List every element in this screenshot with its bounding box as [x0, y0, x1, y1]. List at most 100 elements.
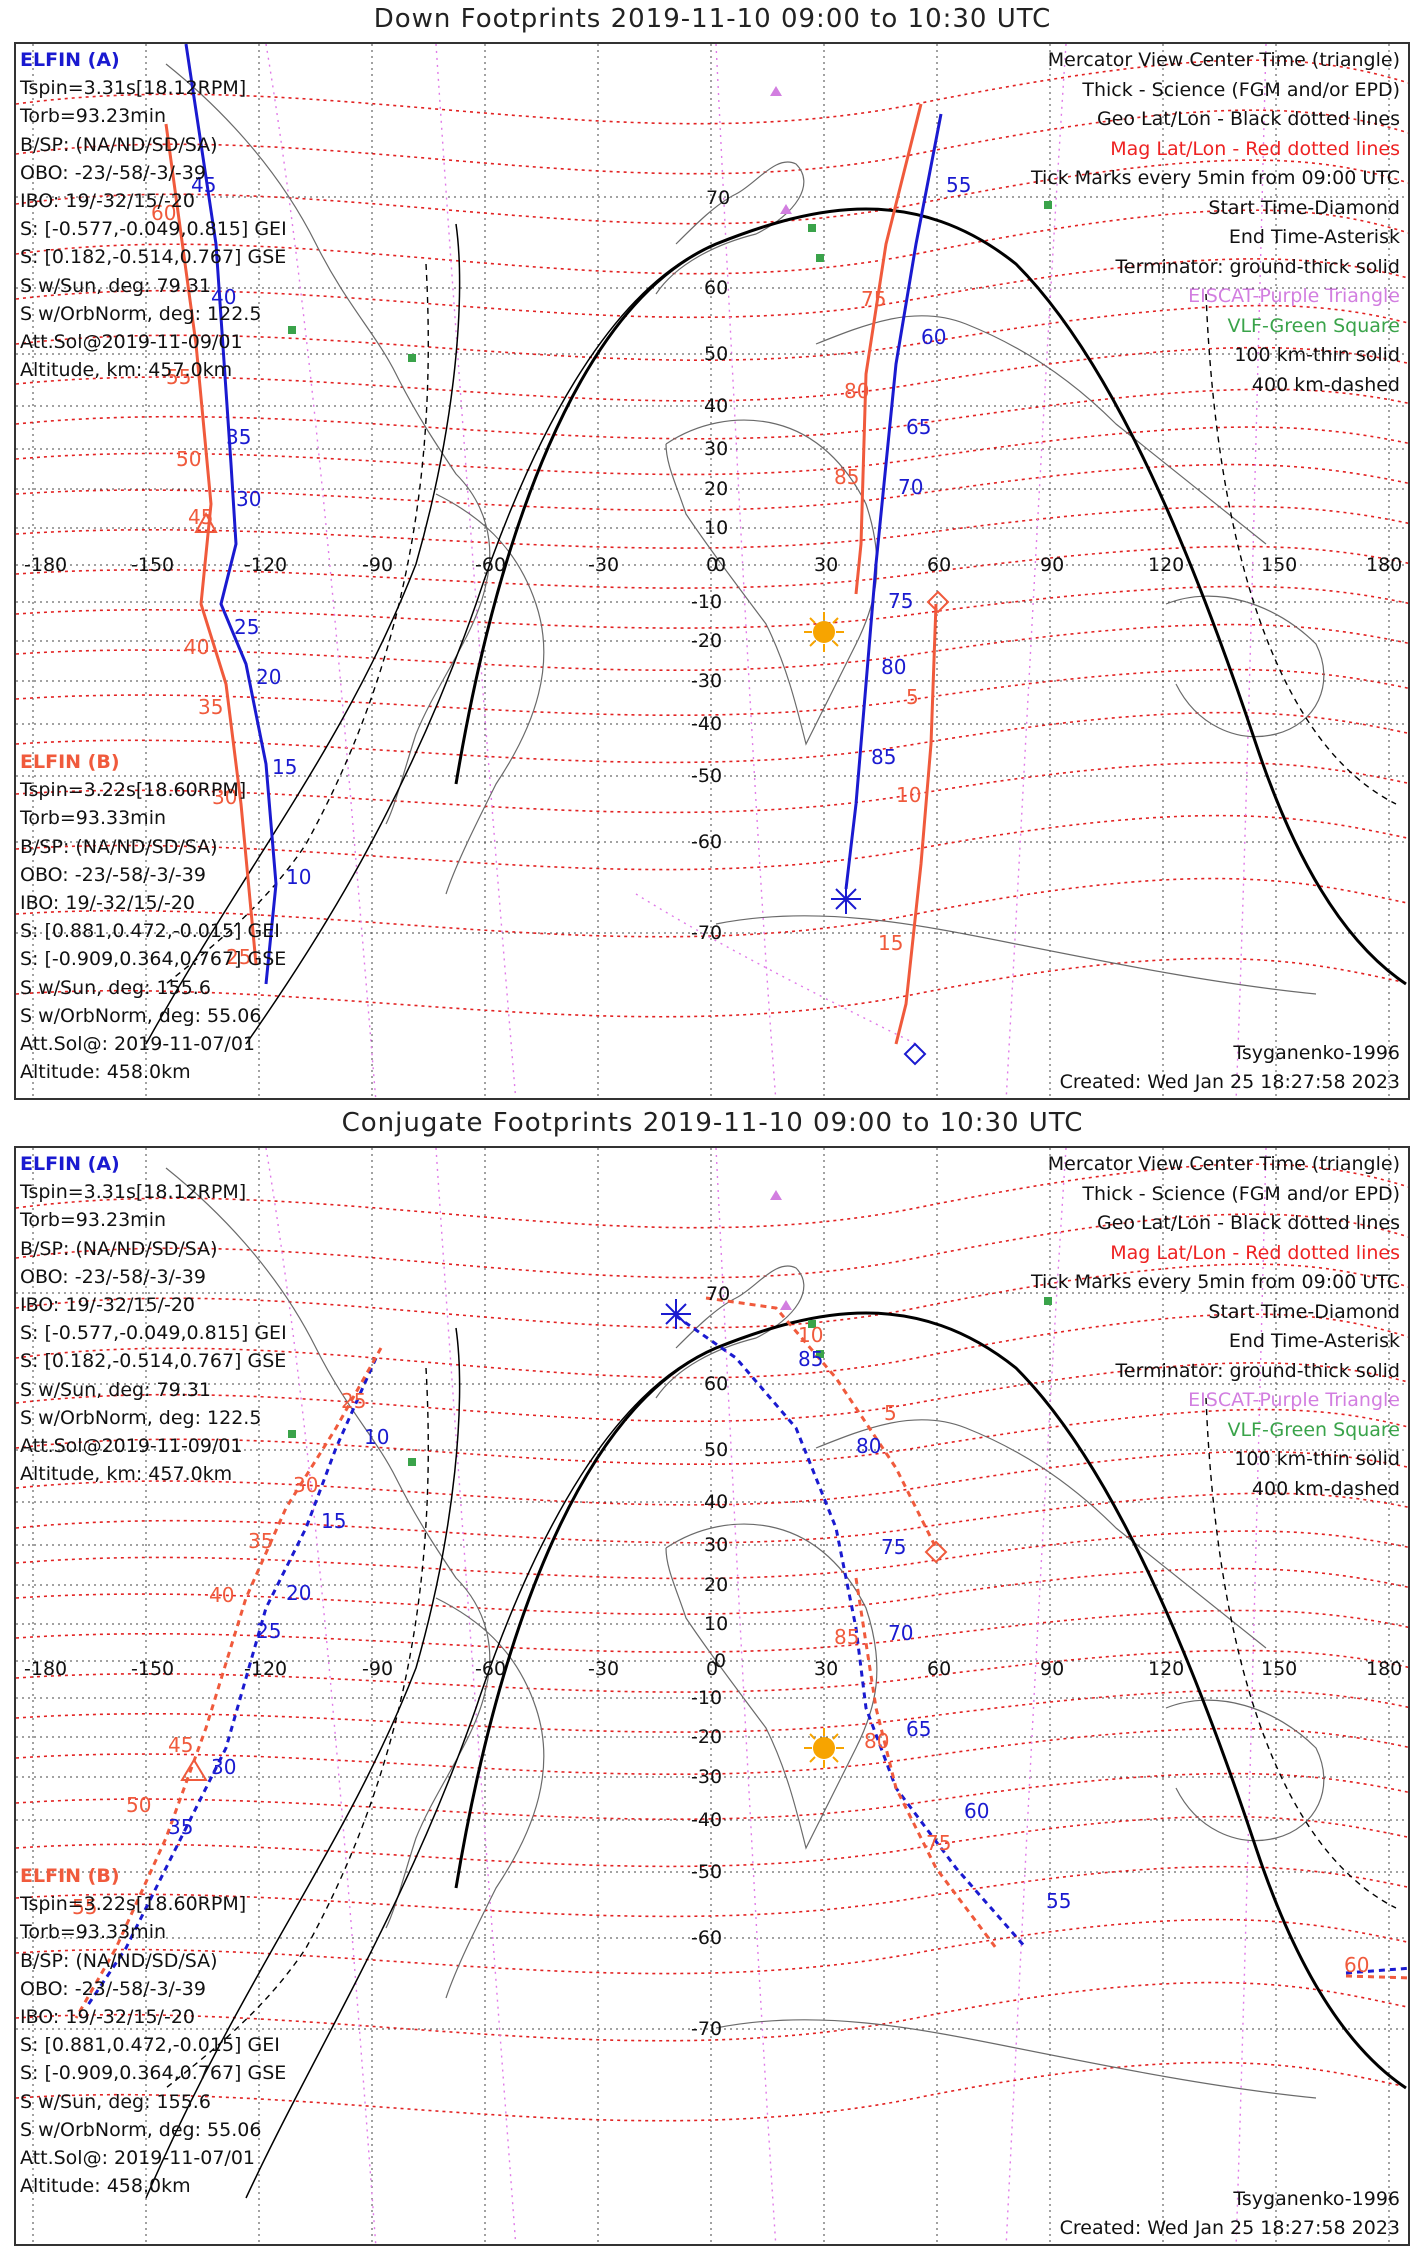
track-elfin-a	[184, 44, 943, 1066]
elfin-a-info: ELFIN (A) Tspin=3.31s[18.12RPM] Torb=93.…	[20, 46, 287, 384]
info-line: S: [-0.909,0.364,0.767] GSE	[20, 948, 287, 971]
legend-item: Terminator: ground-thick solid	[1115, 255, 1401, 278]
track-a-labels: 45 40 35 30 25 20 15 10 55 60 65 70 75 8…	[191, 173, 971, 889]
track-a-tick-label: 70	[898, 475, 923, 499]
track-a-tick-label: 10	[364, 1425, 389, 1449]
terminator-100km	[245, 1347, 717, 2199]
legend-item: 400 km-dashed	[1251, 373, 1400, 396]
lon-tick: 0	[706, 1658, 718, 1680]
elfin-b-header: ELFIN (B)	[20, 751, 120, 773]
lon-tick: -150	[131, 554, 174, 576]
lat-tick: -40	[691, 713, 722, 735]
legend-item: Start Time-Diamond	[1208, 1300, 1400, 1323]
lon-tick: 60	[927, 554, 951, 576]
track-elfin-a	[84, 1299, 1408, 2009]
track-b-tick-label: 50	[176, 447, 201, 471]
end-asterisk-a	[831, 884, 861, 914]
lat-tick: -10	[691, 591, 722, 613]
track-a-tick-label: 10	[286, 865, 311, 889]
model-label: Tsyganenko-1996	[1233, 2188, 1400, 2210]
lat-tick: 40	[704, 395, 728, 417]
info-line: S w/Sun, deg: 79.31	[20, 274, 211, 297]
track-b-labels: 25 30 35 40 45 50 55 10 5 85 80 75 60	[72, 1323, 1369, 1977]
track-b-tick-label: 50	[126, 1793, 151, 1817]
info-line: IBO: 19/-32/15/-20	[20, 2006, 195, 2029]
track-b-tick-label: 30	[293, 1473, 318, 1497]
terminator-400km	[165, 1367, 429, 2089]
info-line: Att.Sol@: 2019-11-07/01	[20, 2147, 256, 2170]
track-b-tick-label: 25	[226, 945, 251, 969]
info-line: S w/OrbNorm, deg: 122.5	[20, 302, 262, 325]
lat-tick: -30	[691, 1766, 722, 1788]
lat-tick: -20	[691, 630, 722, 652]
eiscat-triangle-icon	[770, 1190, 782, 1200]
info-line: Torb=93.33min	[20, 807, 167, 830]
center-triangle-b	[180, 1758, 208, 1781]
track-a-tick-label: 30	[236, 487, 261, 511]
track-a-tick-label: 85	[871, 745, 896, 769]
track-b-tick-label: 55	[72, 1895, 97, 1919]
legend-item: Mercator View Center Time (triangle)	[1047, 49, 1400, 71]
eiscat-triangle-icon	[780, 204, 792, 214]
map-panel-conjugate: -180 -150 -120 -90 -60 -30 0 30 60 90 12…	[14, 1146, 1410, 2246]
lat-tick: 50	[704, 343, 728, 365]
info-line: Altitude, km: 457.0km	[20, 1463, 233, 1486]
info-line: OBO: -23/-58/-3/-39	[20, 863, 206, 886]
legend-item: EISCAT-Purple Triangle	[1188, 285, 1400, 307]
track-a-tick-label: 65	[906, 1717, 931, 1741]
sun-icon	[804, 612, 844, 652]
info-line: Att.Sol@2019-11-09/01	[20, 1435, 243, 1458]
track-a-tick-label: 65	[906, 415, 931, 439]
info-line: S: [-0.909,0.364,0.767] GSE	[20, 2062, 287, 2085]
mag-grid	[16, 59, 1408, 1018]
vlf-square-icon	[808, 1320, 816, 1328]
legend-item: End Time-Asterisk	[1228, 1330, 1400, 1352]
lat-tick-labels: 70 60 50 40 30 20 10 0 -10 -20 -30 -40 -…	[691, 187, 730, 944]
track-a-tick-label: 80	[881, 655, 906, 679]
vlf-square-icon	[408, 1458, 416, 1466]
created-label: Created: Wed Jan 25 18:27:58 2023	[1059, 1071, 1400, 1093]
track-b-tick-label: 60	[1344, 1953, 1369, 1977]
lon-tick: 30	[814, 554, 838, 576]
lat-tick: -30	[691, 670, 722, 692]
track-a-tick-label: 25	[234, 615, 259, 639]
info-line: S w/OrbNorm, deg: 55.06	[20, 1004, 262, 1027]
lon-tick: 60	[927, 1658, 951, 1680]
lat-tick: 30	[704, 438, 728, 460]
lat-tick: 20	[704, 478, 728, 500]
lon-tick: 150	[1261, 1658, 1297, 1680]
legend-item: End Time-Asterisk	[1228, 226, 1400, 248]
track-a-tick-label: 35	[226, 425, 251, 449]
mag-lon-grid	[265, 1148, 1267, 2244]
track-b-tick-label: 35	[198, 695, 223, 719]
track-b-tick-label: 35	[248, 1529, 273, 1553]
info-line: OBO: -23/-58/-3/-39	[20, 161, 206, 184]
track-b-tick-label: 10	[798, 1323, 823, 1347]
info-line: S: [-0.577,-0.049,0.815] GEI	[20, 218, 287, 241]
track-a-tick-label: 15	[321, 1509, 346, 1533]
lat-tick: -10	[691, 1687, 722, 1709]
info-line: IBO: 19/-32/15/-20	[20, 1294, 195, 1317]
lat-tick: -50	[691, 1861, 722, 1883]
lat-tick: 70	[706, 1283, 730, 1305]
lon-tick: 150	[1261, 554, 1297, 576]
lon-tick: 120	[1148, 554, 1184, 576]
start-diamond-a	[903, 1042, 927, 1066]
track-b-tick-label: 75	[926, 1831, 951, 1855]
lat-tick: 0	[714, 554, 726, 576]
lat-tick: -40	[691, 1809, 722, 1831]
info-line: Altitude, km: 457.0km	[20, 359, 233, 382]
legend-item: Thick - Science (FGM and/or EPD)	[1082, 1182, 1400, 1205]
lon-tick: -120	[244, 554, 287, 576]
elfin-a-header: ELFIN (A)	[20, 1153, 120, 1175]
vlf-square-icon	[816, 1350, 824, 1358]
lat-tick: 10	[704, 1613, 728, 1635]
vlf-square-icon	[1044, 201, 1052, 209]
track-b-tick-label: 80	[864, 1729, 889, 1753]
elfin-b-info: ELFIN (B) Tspin=3.22s[18.60RPM] Torb=93.…	[20, 748, 286, 1086]
terminator-400km	[165, 263, 429, 985]
vlf-square-icon	[408, 354, 416, 362]
lon-tick: -150	[131, 1658, 174, 1680]
info-line: S: [0.881,0.472,-0.015] GEI	[20, 920, 280, 943]
track-a-tick-label: 40	[211, 285, 236, 309]
